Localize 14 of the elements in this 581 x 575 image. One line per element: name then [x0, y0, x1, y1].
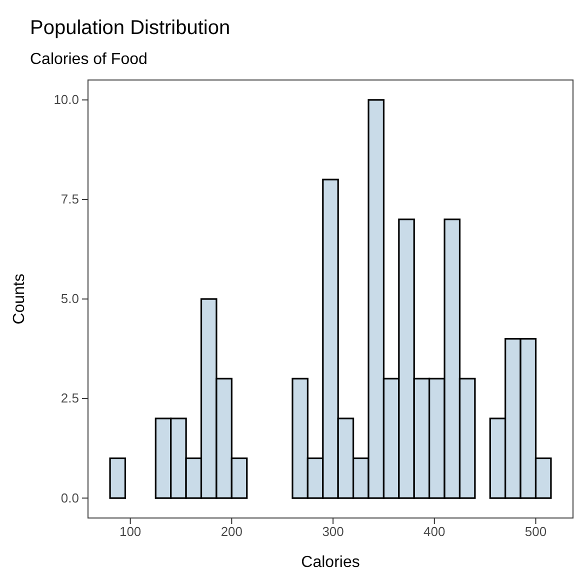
y-tick-label: 7.5 [60, 192, 79, 207]
chart-subtitle: Calories of Food [30, 51, 148, 68]
y-tick-label: 0.0 [60, 490, 79, 506]
x-axis-title: Calories [301, 554, 360, 571]
x-tick-label: 500 [524, 524, 547, 540]
y-tick-label: 10.0 [54, 92, 79, 108]
y-tick-label: 5.0 [60, 291, 79, 306]
x-tick-label: 200 [220, 524, 243, 540]
chart-title: Population Distribution [30, 17, 230, 39]
y-tick-label: 2.5 [60, 390, 79, 406]
y-axis-title: Counts [11, 274, 28, 324]
x-tick-label: 300 [322, 524, 344, 540]
x-tick-label: 100 [119, 524, 142, 540]
x-tick-label: 400 [424, 524, 446, 540]
